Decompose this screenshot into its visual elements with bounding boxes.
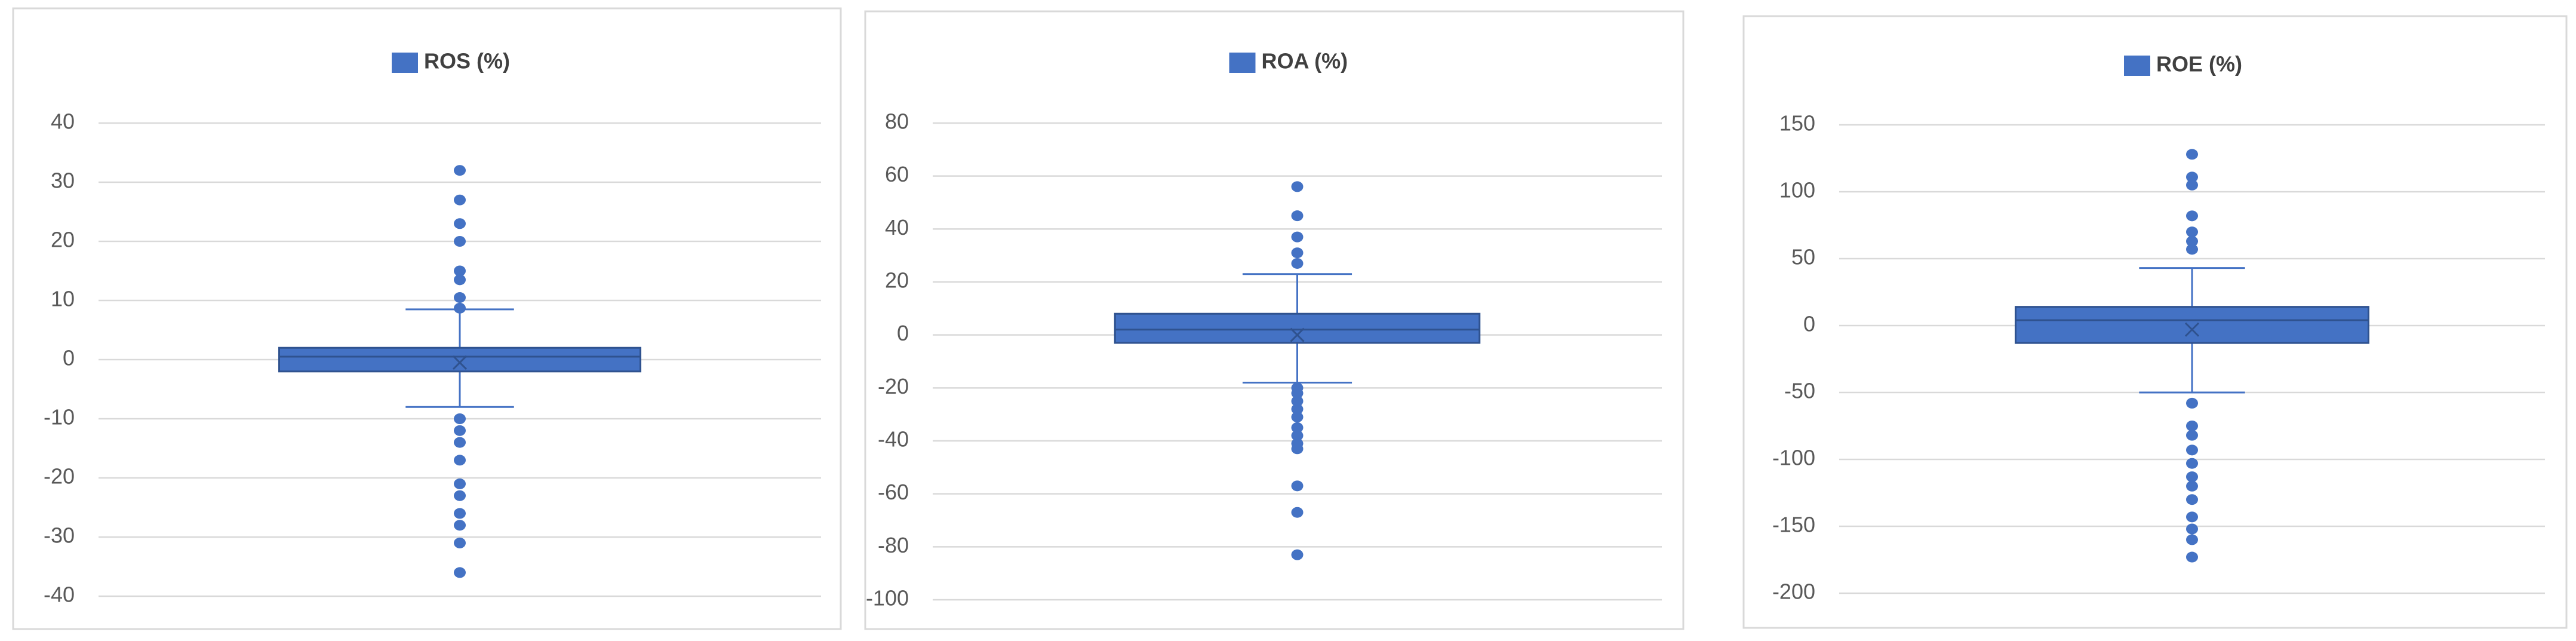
outlier xyxy=(454,567,466,578)
outlier xyxy=(454,194,466,206)
outlier xyxy=(2186,480,2198,492)
mean-marker xyxy=(1290,327,1305,342)
y-tick-label: 0 xyxy=(63,346,75,370)
outlier xyxy=(454,478,466,489)
outlier xyxy=(454,437,466,448)
y-tick-label: -150 xyxy=(1772,513,1815,537)
outlier xyxy=(454,490,466,501)
outlier xyxy=(1291,403,1304,415)
outlier xyxy=(454,413,466,424)
y-tick-label: -100 xyxy=(866,586,909,611)
y-tick-label: 30 xyxy=(51,168,75,193)
box xyxy=(278,346,641,373)
outlier xyxy=(454,520,466,531)
outlier xyxy=(1291,507,1304,518)
y-tick-label: -100 xyxy=(1772,446,1815,470)
legend-text: ROA (%) xyxy=(1262,49,1348,73)
outlier xyxy=(1291,395,1304,407)
outlier xyxy=(2186,179,2198,191)
outlier xyxy=(1291,247,1304,259)
outlier xyxy=(2186,534,2198,545)
legend-swatch xyxy=(1229,53,1256,73)
outlier xyxy=(454,165,466,176)
outlier xyxy=(454,455,466,466)
outlier xyxy=(454,218,466,229)
outlier xyxy=(1291,210,1304,222)
legend-text: ROS (%) xyxy=(424,49,510,73)
box xyxy=(1114,312,1481,344)
outlier xyxy=(454,302,466,314)
y-tick-label: -20 xyxy=(878,374,909,398)
y-tick-label: 60 xyxy=(885,162,909,186)
outlier xyxy=(2186,471,2198,483)
outlier xyxy=(2186,523,2198,535)
outlier xyxy=(2186,421,2198,431)
y-tick-label: -40 xyxy=(878,427,909,452)
outlier xyxy=(2186,494,2198,505)
chart-panel xyxy=(12,7,842,630)
mean-marker xyxy=(2184,322,2200,337)
y-tick-label: 50 xyxy=(1791,245,1815,269)
outlier xyxy=(2186,235,2198,247)
legend-swatch xyxy=(392,53,418,73)
outlier xyxy=(2186,226,2198,238)
y-tick-label: 40 xyxy=(885,215,909,240)
outlier xyxy=(454,508,466,519)
y-tick-label: 80 xyxy=(885,109,909,134)
outlier xyxy=(1291,181,1304,192)
y-tick-label: -80 xyxy=(878,533,909,557)
outlier xyxy=(2186,511,2198,523)
y-tick-label: -20 xyxy=(44,464,75,489)
legend-text: ROE (%) xyxy=(2156,52,2242,76)
y-tick-label: 40 xyxy=(51,109,75,134)
y-tick-label: -10 xyxy=(44,405,75,430)
y-tick-label: 20 xyxy=(885,268,909,293)
box xyxy=(2015,306,2369,344)
y-tick-label: 150 xyxy=(1779,111,1815,136)
outlier xyxy=(1291,430,1304,441)
y-tick-label: 100 xyxy=(1779,178,1815,203)
outlier xyxy=(2186,244,2198,255)
y-tick-label: 20 xyxy=(51,228,75,252)
outlier xyxy=(1291,388,1304,399)
y-tick-label: -60 xyxy=(878,480,909,504)
y-tick-label: -30 xyxy=(44,523,75,548)
y-tick-label: -200 xyxy=(1772,579,1815,604)
outlier xyxy=(1291,480,1304,492)
outlier xyxy=(2186,444,2198,456)
outlier xyxy=(454,537,466,548)
legend-swatch xyxy=(2124,56,2150,76)
outlier xyxy=(2186,430,2198,441)
y-tick-label: -40 xyxy=(44,582,75,607)
outlier xyxy=(1291,422,1304,433)
y-tick-label: 10 xyxy=(51,287,75,311)
outlier xyxy=(1291,231,1304,243)
outlier xyxy=(2186,210,2198,222)
outlier xyxy=(454,425,466,436)
outlier xyxy=(454,274,466,286)
y-tick-label: 0 xyxy=(1803,312,1815,336)
outlier xyxy=(454,265,466,277)
outlier xyxy=(2186,171,2198,183)
outlier xyxy=(454,292,466,303)
outlier xyxy=(2186,551,2198,563)
outlier xyxy=(2186,149,2198,160)
outlier xyxy=(2186,397,2198,409)
outlier xyxy=(1291,257,1304,269)
mean-marker xyxy=(452,355,468,370)
outlier xyxy=(2186,458,2198,469)
outlier xyxy=(1291,412,1304,423)
outlier xyxy=(454,236,466,247)
outlier xyxy=(1291,549,1304,560)
outlier xyxy=(1291,443,1304,455)
y-tick-label: 0 xyxy=(897,321,909,345)
y-tick-label: -50 xyxy=(1784,379,1815,403)
